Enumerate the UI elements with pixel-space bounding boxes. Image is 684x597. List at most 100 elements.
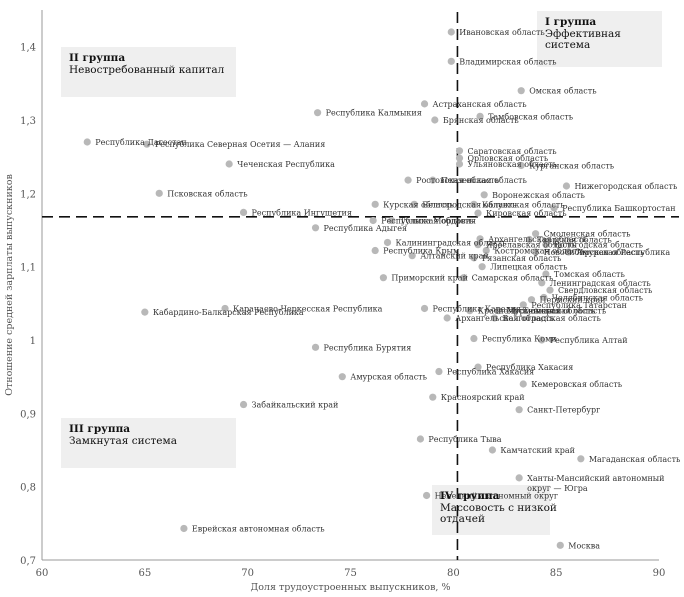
data-point xyxy=(420,304,429,313)
point-label: Псковская область xyxy=(167,189,248,198)
point-label: Республика Адыгея xyxy=(324,224,408,233)
data-point xyxy=(470,334,478,343)
point-label: Республика Дагестан xyxy=(95,138,186,147)
x-tick-label: 70 xyxy=(241,568,254,579)
point-label: Орловская область xyxy=(468,154,549,163)
data-point xyxy=(577,455,585,463)
point-label: Ярославская область xyxy=(486,241,576,250)
group-subtitle-1-1: Эффективная xyxy=(545,28,621,40)
point-label: Курская область xyxy=(383,200,454,209)
data-point xyxy=(447,28,455,36)
data-point xyxy=(408,252,416,260)
point-label: Тамбовская область xyxy=(488,112,574,121)
data-point xyxy=(141,308,149,316)
axes: 60 65 70 75 80 85 90 0,7 0,8 0,9 1 1,1 1,2 1,3 1,4 xyxy=(20,10,665,579)
group-title-3: III группа xyxy=(69,423,130,435)
data-point xyxy=(476,112,484,120)
point-label: Республика Калмыкия xyxy=(326,109,422,118)
data-point xyxy=(225,160,233,168)
data-point xyxy=(538,279,546,287)
data-point xyxy=(429,393,437,401)
x-tick-label: 60 xyxy=(36,568,49,579)
group-panel-1 xyxy=(537,11,662,67)
point-label: Амурская Республика xyxy=(577,248,671,257)
data-point xyxy=(564,248,573,256)
group-subtitle-2-1: Невостребованный капитал xyxy=(69,64,225,76)
data-point xyxy=(562,182,571,190)
point-label: Приморский край xyxy=(391,274,468,283)
data-point xyxy=(431,116,439,124)
data-point xyxy=(490,314,499,322)
group-title-2: II группа xyxy=(69,52,125,64)
x-axis-title: Доля трудоустроенных выпускников, % xyxy=(250,582,450,593)
data-point xyxy=(383,238,392,247)
point-label: Архангельская область xyxy=(455,314,554,323)
data-point xyxy=(478,263,486,271)
data-point xyxy=(410,200,418,208)
data-point xyxy=(519,301,527,309)
point-label: Тюменская область xyxy=(523,307,607,316)
point-label: Курганская область xyxy=(529,161,615,170)
x-tick-label: 65 xyxy=(138,568,151,579)
point-label: Камчатский край xyxy=(500,446,575,455)
point-label: Кемеровская область xyxy=(531,380,623,389)
data-point xyxy=(511,307,519,315)
data-point xyxy=(527,296,536,304)
group-title-4: IV группа xyxy=(440,490,500,502)
point-label: Ленинградская область xyxy=(550,279,652,288)
point-label: Пензенская область xyxy=(441,176,528,185)
point-label: Смоленская область xyxy=(544,230,632,239)
group-title-1: I группа xyxy=(545,16,596,28)
point-label: Калининградская область xyxy=(396,238,508,247)
point-label: Самарская область xyxy=(472,274,554,283)
data-point xyxy=(470,200,478,208)
data-point xyxy=(488,446,497,454)
data-point xyxy=(416,435,425,443)
data-point xyxy=(460,274,468,282)
data-point xyxy=(474,363,482,371)
point-label: Рязанская область xyxy=(482,254,562,263)
group-panels xyxy=(61,11,662,535)
point-label: Кабардино-Балкарская Республика xyxy=(153,308,304,317)
y-tick-label: 1,2 xyxy=(20,189,36,200)
data-point xyxy=(532,248,540,256)
point-label: Томская область xyxy=(554,270,626,279)
point-label: Брянская область xyxy=(443,116,520,125)
data-point xyxy=(443,314,451,322)
point-label: Саратовская область xyxy=(468,147,558,156)
data-point xyxy=(466,307,474,315)
data-point xyxy=(313,109,322,117)
point-label: Кировская область xyxy=(486,209,567,218)
point-label: Ростовская область xyxy=(416,176,500,185)
data-point xyxy=(379,274,388,282)
point-label: Красноярский край xyxy=(478,307,562,316)
x-tick-label: 85 xyxy=(550,568,563,579)
point-label: Красноярский край xyxy=(441,393,525,402)
y-tick-label: 0,7 xyxy=(20,556,36,567)
data-point xyxy=(455,154,464,162)
data-point xyxy=(429,176,437,184)
x-tick-label: 80 xyxy=(447,568,460,579)
data-point xyxy=(540,293,548,302)
data-point xyxy=(422,491,431,500)
point-label: Новосибирская область xyxy=(544,248,645,257)
point-label: Республика Мордовия xyxy=(381,216,476,225)
data-point xyxy=(311,343,320,351)
point-label: Тульская область xyxy=(400,216,475,225)
group-subtitle-3-1: Замкнутая система xyxy=(69,435,177,447)
point-label: Республика Коми xyxy=(482,335,557,344)
point-label: Республика Татарстан xyxy=(531,301,627,310)
point-label: Республика Хакасия xyxy=(486,363,573,372)
data-point xyxy=(519,380,527,388)
data-point xyxy=(532,230,540,238)
point-label: Республика Бурятия xyxy=(324,343,412,352)
y-axis-title: Отношение средней зарплаты выпускников xyxy=(4,174,15,396)
y-tick-label: 0,9 xyxy=(20,409,36,420)
data-point xyxy=(517,161,525,170)
data-point xyxy=(476,235,484,243)
data-point xyxy=(470,254,478,262)
point-label: Владимирская область xyxy=(459,57,557,66)
point-label: Амурская область xyxy=(350,373,427,382)
data-point xyxy=(388,216,396,225)
